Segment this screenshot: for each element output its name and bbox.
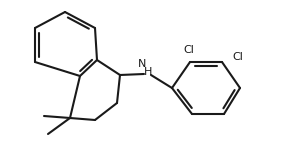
Text: Cl: Cl	[233, 52, 243, 62]
Text: N: N	[138, 59, 146, 69]
Text: H: H	[144, 67, 152, 77]
Text: Cl: Cl	[184, 45, 194, 55]
